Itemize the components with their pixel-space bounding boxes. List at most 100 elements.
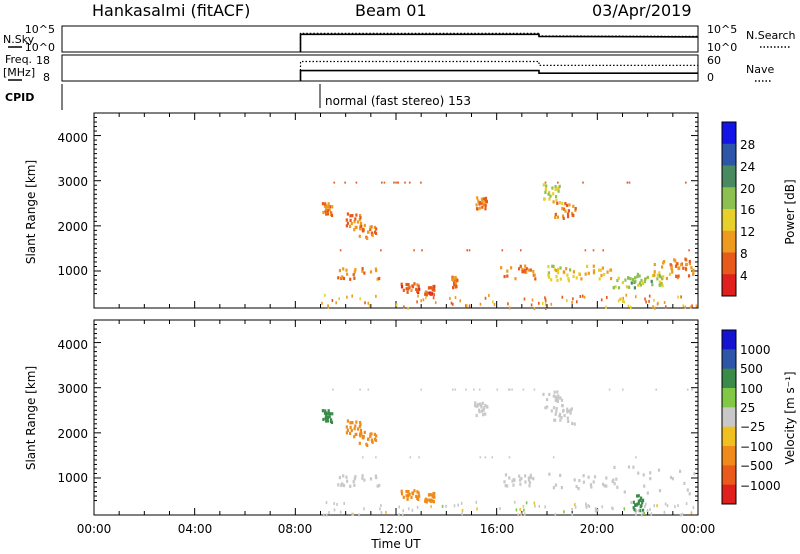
power-cell [638, 281, 642, 285]
power-cell [529, 268, 532, 272]
power-far-cell [395, 181, 397, 184]
velocity-cell [615, 477, 618, 481]
velocity-ground-cell [322, 513, 325, 517]
power-cell [430, 292, 434, 296]
power-cell [338, 269, 341, 273]
power-far-cell [626, 181, 629, 184]
power-cell [641, 281, 645, 285]
velocity-cell [554, 395, 557, 399]
velocity-cell [325, 419, 328, 423]
power-ground-cell [454, 296, 457, 300]
power-cell [451, 275, 454, 279]
power-ground-cell [488, 294, 490, 297]
power-cell [558, 201, 562, 205]
power-cbar-tick-24: 24 [740, 160, 755, 174]
power-cell [548, 197, 551, 201]
velocity-ground-cell [585, 506, 588, 510]
power-ground-cell [351, 294, 353, 298]
power-ground-cell [544, 306, 547, 310]
power-cell [376, 277, 379, 281]
power-ytick-3000: 3000 [57, 175, 88, 189]
colorbar-swatch [722, 230, 736, 253]
power-cell [646, 275, 649, 279]
velocity-cbar-tick-neg100: −100 [740, 440, 773, 454]
power-cell [574, 208, 577, 212]
power-cell [567, 279, 570, 283]
power-far-cell [383, 181, 386, 184]
power-cell [355, 213, 358, 217]
velocity-cell [558, 414, 561, 418]
power-cell [564, 202, 567, 206]
power-cell [375, 269, 378, 273]
velocity-cell [587, 475, 590, 479]
power-cell [633, 286, 636, 290]
power-cell [514, 277, 517, 281]
velocity-ground-cell [685, 502, 688, 506]
power-cell [559, 266, 562, 270]
power-ground-cell [583, 295, 586, 299]
velocity-cell [552, 406, 556, 410]
power-cell [330, 213, 334, 217]
velocity-cell [573, 478, 576, 482]
velocity-cell [353, 477, 356, 481]
velocity-far-cell [362, 456, 364, 459]
power-cell [351, 214, 354, 218]
power-cbar-tick-28: 28 [740, 138, 755, 152]
power-cell [518, 267, 521, 271]
power-cell [674, 259, 677, 263]
power-cell [323, 204, 327, 208]
colorbar-swatch [722, 368, 736, 389]
power-ground-cell [654, 306, 656, 310]
velocity-cell [582, 480, 585, 484]
velocity-panel: 4000 3000 2000 1000 Slant Range [km] [24, 319, 699, 517]
velocity-cell [642, 508, 645, 512]
power-cell [354, 217, 357, 221]
velocity-cell [613, 482, 616, 486]
power-cell [481, 205, 484, 209]
power-cell [479, 201, 482, 205]
power-cell [349, 214, 352, 218]
power-ground-cell [627, 304, 630, 308]
power-cell [554, 185, 557, 189]
power-cell [637, 283, 640, 287]
power-cell [521, 270, 524, 274]
power-cell [416, 283, 419, 287]
power-far-cell [344, 181, 346, 184]
power-cell [350, 221, 353, 226]
velocity-ground-cell [674, 505, 676, 509]
velocity-cell [360, 431, 363, 436]
power-cell [342, 267, 345, 271]
velocity-cell [417, 491, 420, 495]
power-cell [555, 275, 558, 279]
status-series-n-search [299, 32, 699, 52]
velocity-cell [559, 473, 562, 477]
power-cell [325, 207, 328, 211]
velocity-cell [354, 424, 357, 428]
velocity-cell [560, 398, 564, 402]
velocity-ground-cell [544, 505, 546, 509]
xtick-04: 04:00 [178, 522, 213, 536]
power-cell [578, 272, 581, 276]
power-cell [550, 278, 553, 282]
power-cell [638, 274, 641, 278]
velocity-cell [532, 477, 535, 481]
velocity-cell [570, 407, 573, 411]
velocity-cell [359, 434, 362, 438]
velocity-ground-cell [475, 500, 478, 504]
power-cell [551, 186, 554, 190]
velocity-cell [636, 494, 639, 498]
power-cell [324, 202, 327, 206]
velocity-far-cell [691, 388, 693, 391]
velocity-cell [542, 392, 545, 396]
power-cell [407, 287, 410, 291]
power-cell [571, 211, 574, 216]
velocity-cell [413, 489, 416, 493]
power-cell [625, 285, 628, 289]
velocity-cell [688, 492, 691, 496]
velocity-cell [637, 494, 640, 498]
velocity-cell [593, 475, 597, 479]
velocity-ground-cell [351, 512, 353, 516]
power-cbar-tick-12: 12 [740, 225, 755, 239]
velocity-far-cell [409, 456, 412, 459]
velocity-axis-ticks [93, 319, 699, 515]
